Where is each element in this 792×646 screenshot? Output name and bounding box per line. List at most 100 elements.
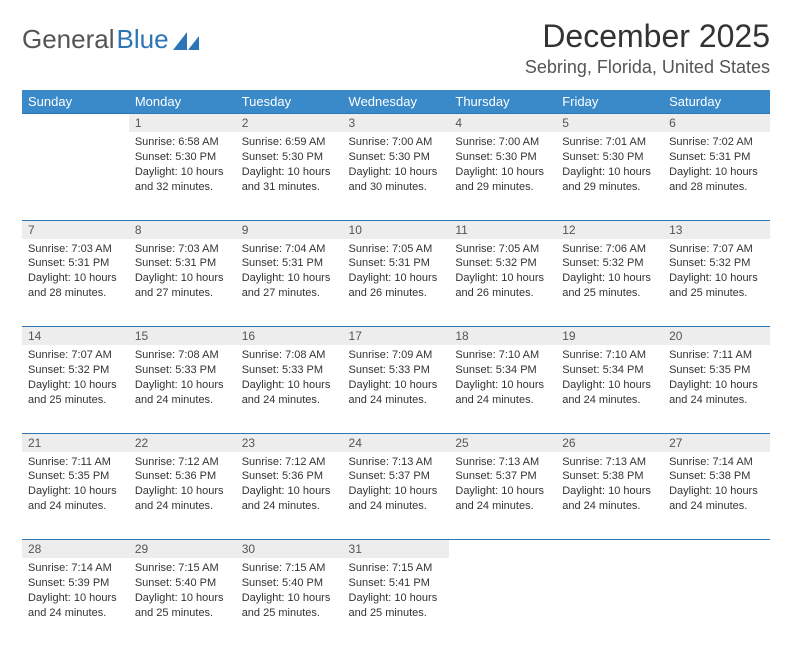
sunset-line: Sunset: 5:38 PM [669,469,764,484]
daylight-line: Daylight: 10 hours [349,591,444,606]
sunrise-line: Sunrise: 7:09 AM [349,348,444,363]
day-number: 28 [22,540,129,559]
day-cell: Sunrise: 7:14 AMSunset: 5:39 PMDaylight:… [22,558,129,646]
day-number: 8 [129,220,236,239]
content-row: Sunrise: 7:03 AMSunset: 5:31 PMDaylight:… [22,239,770,327]
sunrise-line: Sunrise: 7:05 AM [455,242,550,257]
sunrise-line: Sunrise: 7:10 AM [455,348,550,363]
day-cell [556,558,663,646]
sunset-line: Sunset: 5:30 PM [562,150,657,165]
daylight-line: Daylight: 10 hours [669,165,764,180]
sunrise-line: Sunrise: 6:58 AM [135,135,230,150]
daylight-line: Daylight: 10 hours [455,165,550,180]
content-row: Sunrise: 7:07 AMSunset: 5:32 PMDaylight:… [22,345,770,433]
daylight-line: Daylight: 10 hours [455,271,550,286]
day-number: 5 [556,114,663,133]
day-number [663,540,770,559]
sunset-line: Sunset: 5:31 PM [135,256,230,271]
daylight-line: Daylight: 10 hours [135,378,230,393]
day-cell: Sunrise: 7:12 AMSunset: 5:36 PMDaylight:… [129,452,236,540]
weekday-header: Tuesday [236,90,343,114]
daynum-row: 78910111213 [22,220,770,239]
daylight-line: Daylight: 10 hours [669,378,764,393]
calendar-table: Sunday Monday Tuesday Wednesday Thursday… [22,90,770,646]
sunrise-line: Sunrise: 7:06 AM [562,242,657,257]
daylight-line: and 25 minutes. [349,606,444,621]
day-cell: Sunrise: 7:08 AMSunset: 5:33 PMDaylight:… [129,345,236,433]
sunset-line: Sunset: 5:31 PM [242,256,337,271]
sunrise-line: Sunrise: 7:10 AM [562,348,657,363]
day-cell: Sunrise: 7:13 AMSunset: 5:37 PMDaylight:… [343,452,450,540]
day-number [556,540,663,559]
day-number: 13 [663,220,770,239]
daylight-line: and 27 minutes. [242,286,337,301]
day-number [22,114,129,133]
day-cell: Sunrise: 7:05 AMSunset: 5:31 PMDaylight:… [343,239,450,327]
sunrise-line: Sunrise: 7:15 AM [349,561,444,576]
daylight-line: and 29 minutes. [455,180,550,195]
sunset-line: Sunset: 5:33 PM [135,363,230,378]
sunrise-line: Sunrise: 7:11 AM [669,348,764,363]
day-cell: Sunrise: 7:15 AMSunset: 5:40 PMDaylight:… [236,558,343,646]
sunset-line: Sunset: 5:38 PM [562,469,657,484]
day-cell: Sunrise: 7:04 AMSunset: 5:31 PMDaylight:… [236,239,343,327]
day-cell: Sunrise: 7:03 AMSunset: 5:31 PMDaylight:… [129,239,236,327]
location: Sebring, Florida, United States [525,57,770,78]
sunset-line: Sunset: 5:34 PM [455,363,550,378]
day-number: 2 [236,114,343,133]
day-cell: Sunrise: 7:15 AMSunset: 5:41 PMDaylight:… [343,558,450,646]
daylight-line: Daylight: 10 hours [135,165,230,180]
daylight-line: and 27 minutes. [135,286,230,301]
sunrise-line: Sunrise: 7:03 AM [28,242,123,257]
title-block: December 2025 Sebring, Florida, United S… [525,18,770,78]
daynum-row: 21222324252627 [22,433,770,452]
content-row: Sunrise: 7:14 AMSunset: 5:39 PMDaylight:… [22,558,770,646]
daylight-line: and 26 minutes. [455,286,550,301]
sunrise-line: Sunrise: 7:07 AM [28,348,123,363]
daylight-line: and 25 minutes. [242,606,337,621]
daylight-line: Daylight: 10 hours [349,271,444,286]
brand-part1: General [22,24,115,55]
day-cell: Sunrise: 7:05 AMSunset: 5:32 PMDaylight:… [449,239,556,327]
sunset-line: Sunset: 5:41 PM [349,576,444,591]
daylight-line: and 24 minutes. [455,499,550,514]
day-number: 6 [663,114,770,133]
day-number: 1 [129,114,236,133]
daylight-line: and 25 minutes. [562,286,657,301]
sunrise-line: Sunrise: 7:07 AM [669,242,764,257]
daylight-line: and 30 minutes. [349,180,444,195]
day-cell: Sunrise: 7:14 AMSunset: 5:38 PMDaylight:… [663,452,770,540]
day-cell: Sunrise: 7:15 AMSunset: 5:40 PMDaylight:… [129,558,236,646]
sunrise-line: Sunrise: 7:08 AM [135,348,230,363]
day-cell [663,558,770,646]
day-number: 25 [449,433,556,452]
day-cell: Sunrise: 6:59 AMSunset: 5:30 PMDaylight:… [236,132,343,220]
day-cell: Sunrise: 7:01 AMSunset: 5:30 PMDaylight:… [556,132,663,220]
content-row: Sunrise: 7:11 AMSunset: 5:35 PMDaylight:… [22,452,770,540]
sunset-line: Sunset: 5:34 PM [562,363,657,378]
daylight-line: Daylight: 10 hours [562,271,657,286]
day-cell: Sunrise: 7:00 AMSunset: 5:30 PMDaylight:… [343,132,450,220]
day-cell: Sunrise: 7:08 AMSunset: 5:33 PMDaylight:… [236,345,343,433]
daylight-line: and 29 minutes. [562,180,657,195]
daylight-line: and 25 minutes. [669,286,764,301]
daylight-line: Daylight: 10 hours [135,591,230,606]
daylight-line: and 24 minutes. [135,499,230,514]
sunrise-line: Sunrise: 7:15 AM [135,561,230,576]
day-number: 30 [236,540,343,559]
daynum-row: 123456 [22,114,770,133]
sunset-line: Sunset: 5:35 PM [28,469,123,484]
sunset-line: Sunset: 5:32 PM [28,363,123,378]
month-title: December 2025 [525,18,770,55]
day-number: 7 [22,220,129,239]
day-cell: Sunrise: 7:00 AMSunset: 5:30 PMDaylight:… [449,132,556,220]
daylight-line: Daylight: 10 hours [28,378,123,393]
sunset-line: Sunset: 5:30 PM [349,150,444,165]
day-number: 11 [449,220,556,239]
sunset-line: Sunset: 5:32 PM [455,256,550,271]
daylight-line: and 24 minutes. [135,393,230,408]
day-number: 27 [663,433,770,452]
daylight-line: Daylight: 10 hours [562,165,657,180]
daylight-line: and 31 minutes. [242,180,337,195]
daylight-line: Daylight: 10 hours [242,271,337,286]
